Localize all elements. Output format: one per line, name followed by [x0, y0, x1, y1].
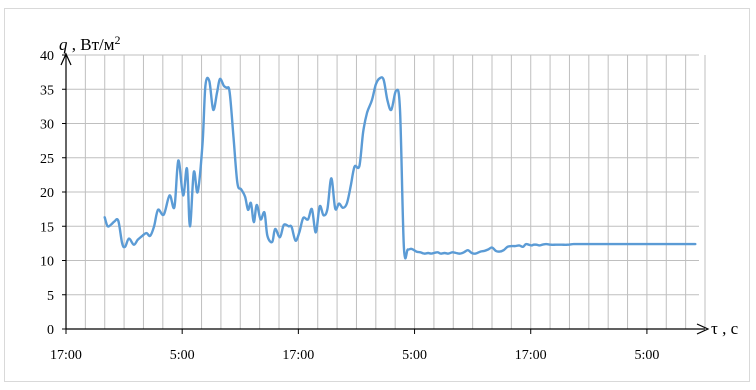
y-axis-symbol: q	[59, 35, 68, 54]
y-tick-label: 15	[40, 220, 54, 235]
x-axis-unit: с	[731, 319, 739, 338]
x-tick-label: 17:00	[282, 348, 314, 363]
y-tick-label: 5	[47, 289, 54, 304]
grid	[66, 54, 706, 329]
y-tick-label: 20	[40, 186, 54, 201]
y-axis-unit-exp: 2	[115, 33, 121, 47]
y-tick-label: 10	[40, 255, 54, 270]
y-tick-label: 30	[40, 118, 54, 133]
series-line	[103, 76, 697, 260]
axes	[60, 52, 710, 335]
x-axis-label: τ , с	[711, 319, 739, 338]
x-tick-label: 5:00	[402, 348, 427, 363]
y-axis-unit: Вт/м	[80, 35, 114, 54]
y-axis-sep: ,	[68, 35, 81, 54]
y-tick-label: 35	[40, 83, 54, 98]
y-tick-label: 0	[47, 323, 54, 338]
x-tick-label: 17:00	[515, 348, 547, 363]
y-tick-labels: 0 5 10 15 20 25 30 35 40	[40, 49, 66, 338]
x-axis-arrow	[696, 323, 710, 335]
x-tick-label: 17:00	[50, 348, 82, 363]
x-axis-sep: ,	[718, 319, 731, 338]
y-axis-label: q , Вт/м2	[59, 33, 121, 54]
x-tick-labels: 17:00 5:00 17:00 5:00 17:00 5:00	[50, 329, 659, 363]
y-tick-label: 25	[40, 152, 54, 167]
chart-frame: 0 5 10 15 20 25 30 35 40 17:00 5:00 17:00 5:00 17:00…	[4, 8, 750, 382]
y-tick-label: 40	[40, 49, 54, 64]
x-tick-label: 5:00	[634, 348, 659, 363]
x-tick-label: 5:00	[170, 348, 195, 363]
x-axis-symbol: τ	[711, 319, 718, 338]
y-axis-arrow	[60, 52, 72, 66]
